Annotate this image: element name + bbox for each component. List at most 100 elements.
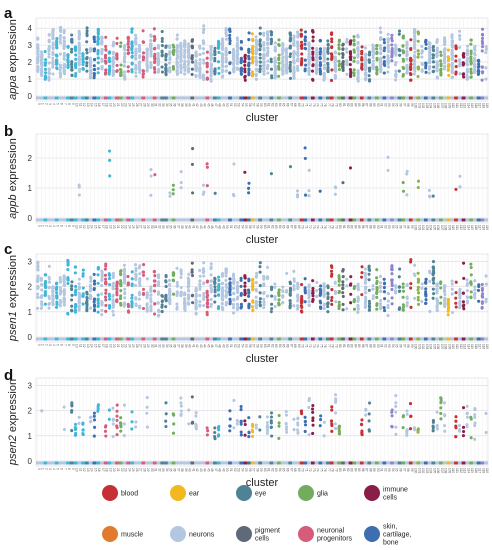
data-point — [367, 60, 372, 64]
data-point — [171, 192, 175, 196]
x-tick-label: 98 — [406, 344, 410, 348]
data-point — [484, 300, 488, 304]
data-point — [201, 47, 206, 51]
zero-strip-segment — [149, 96, 153, 100]
data-point — [145, 56, 149, 60]
data-point — [394, 284, 398, 288]
data-point — [209, 267, 213, 271]
x-tick-label: 47 — [214, 344, 218, 348]
data-point — [341, 275, 345, 279]
data-point — [330, 298, 334, 303]
x-tick-label: 31 — [154, 344, 158, 348]
data-point — [416, 285, 420, 289]
x-tick-label: 116 — [474, 344, 478, 349]
data-point — [292, 43, 296, 47]
data-point — [435, 76, 439, 80]
data-point — [424, 61, 428, 65]
data-point — [273, 41, 277, 45]
data-point — [258, 300, 262, 304]
data-point — [431, 269, 436, 273]
data-point — [254, 295, 258, 299]
data-point — [123, 279, 127, 283]
data-point — [447, 57, 451, 61]
data-point — [66, 261, 70, 265]
zero-strip-segment — [465, 96, 470, 100]
data-point — [424, 70, 428, 74]
x-tick-label: 41 — [191, 344, 195, 348]
zero-strip-segment — [439, 96, 443, 100]
x-tick-label: 84 — [353, 344, 357, 348]
data-point — [70, 47, 74, 51]
y-tick-label: 1 — [28, 308, 33, 317]
x-tick-label: 109 — [447, 103, 451, 109]
data-point — [168, 291, 172, 295]
zero-strip-segment — [273, 96, 278, 100]
data-point — [213, 294, 217, 298]
data-point — [93, 308, 97, 312]
data-point — [390, 268, 394, 272]
x-tick-label: 72 — [308, 225, 312, 229]
data-point — [416, 295, 420, 299]
data-point — [473, 279, 477, 283]
zero-strip-segment — [231, 337, 236, 341]
x-tick-label: 33 — [161, 225, 165, 229]
data-point — [81, 67, 85, 71]
data-point — [202, 58, 206, 62]
data-point — [405, 301, 409, 305]
data-point — [303, 291, 307, 295]
x-tick-label: 65 — [282, 344, 286, 348]
data-point — [292, 70, 296, 74]
data-point — [337, 283, 341, 287]
data-point — [156, 51, 160, 55]
zero-strip-segment — [314, 218, 319, 222]
data-point — [326, 47, 330, 51]
zero-strip-segment — [43, 96, 48, 100]
data-point — [424, 46, 428, 51]
data-point — [443, 40, 447, 44]
data-point — [213, 288, 217, 292]
data-point — [322, 292, 326, 296]
data-point — [435, 305, 439, 309]
data-point — [394, 69, 398, 73]
zero-strip-segment — [186, 218, 191, 222]
x-tick-label: 90 — [376, 103, 380, 107]
zero-strip-segment — [295, 218, 300, 222]
data-point — [427, 45, 432, 49]
x-tick-label: 63 — [274, 103, 278, 107]
data-point — [190, 54, 194, 58]
zero-strip-segment — [194, 218, 199, 222]
data-point — [446, 48, 450, 52]
data-point — [198, 300, 202, 304]
data-point — [62, 54, 66, 58]
data-point — [473, 288, 477, 292]
data-point — [62, 293, 66, 297]
data-point — [375, 290, 379, 294]
x-tick-label: 25 — [131, 103, 135, 107]
data-point — [221, 281, 225, 286]
data-point — [461, 304, 465, 308]
data-point — [390, 52, 394, 56]
data-point — [368, 305, 372, 309]
data-point — [224, 28, 228, 32]
x-tick-label: 96 — [398, 103, 402, 107]
x-tick-label: 20 — [112, 225, 116, 229]
data-point — [394, 48, 398, 52]
x-tick-label: 80 — [338, 225, 342, 229]
data-point — [454, 65, 458, 69]
data-point — [322, 282, 326, 286]
zero-strip-segment — [133, 218, 138, 222]
data-point — [322, 78, 326, 82]
x-tick-label: 42 — [195, 103, 199, 107]
x-tick-label: 54 — [240, 344, 244, 348]
data-point — [213, 53, 217, 57]
x-tick-label: 118 — [481, 103, 485, 108]
data-point — [96, 273, 100, 277]
data-point — [231, 274, 236, 278]
data-point — [62, 46, 66, 51]
data-point — [367, 74, 371, 78]
zero-strip-segment — [367, 96, 372, 100]
data-point — [74, 72, 78, 76]
data-point — [341, 280, 345, 284]
data-point — [424, 277, 428, 281]
data-point — [96, 61, 100, 65]
